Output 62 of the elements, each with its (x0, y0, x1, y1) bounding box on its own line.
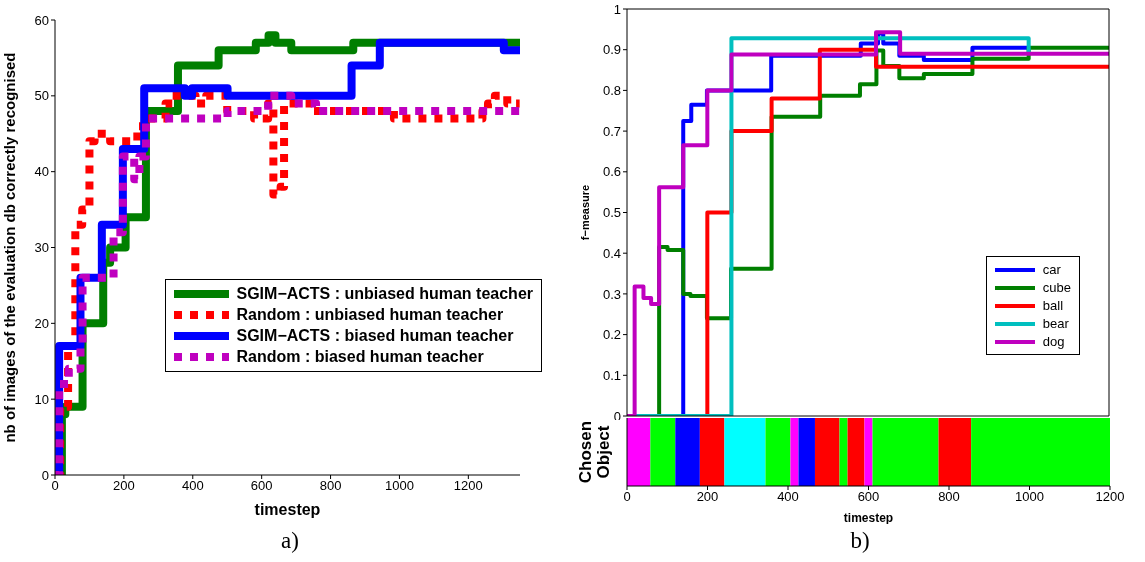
y-tick-label: 0.7 (602, 123, 621, 139)
y-tick-label: 1 (613, 1, 621, 17)
y-tick-label: 20 (34, 315, 49, 331)
x-tick-label: 1200 (1095, 489, 1125, 505)
x-tick-label: 400 (777, 489, 799, 505)
x-tick-label: 800 (319, 478, 342, 494)
x-tick-label: 600 (250, 478, 273, 494)
bar (650, 418, 676, 486)
y-tick-label: 0.2 (602, 327, 621, 343)
y-tick-label: 0.5 (602, 205, 621, 221)
legend-label: Random : biased human teacher (236, 348, 484, 366)
x-tick-label: 600 (857, 489, 880, 505)
bar (839, 418, 848, 486)
y-tick-label: 40 (34, 164, 49, 180)
y-axis-title: Chosen Object (576, 420, 613, 484)
bar (872, 418, 939, 486)
y-tick-label: 0.9 (602, 42, 621, 58)
y-axis-title: nb of images of the evaluation db correctly recognised (1, 52, 19, 443)
bar (724, 418, 766, 486)
legend-label: dog (1042, 334, 1065, 349)
bar (699, 418, 725, 486)
bar (847, 418, 865, 486)
y-tick-label: 0.6 (602, 164, 621, 180)
legend-label: SGIM−ACTS : biased human teacher (236, 327, 514, 345)
bar (971, 418, 1110, 486)
y-tick-label: 30 (34, 240, 49, 256)
x-tick-label: 200 (113, 478, 135, 494)
bar (864, 418, 873, 486)
x-tick-label: 1000 (1015, 489, 1044, 505)
bar (675, 418, 700, 486)
y-tick-label: 0.3 (602, 286, 621, 302)
y-tick-label: 0 (613, 408, 621, 424)
x-axis-title: timestep (254, 501, 321, 518)
bar (790, 418, 799, 486)
text: a) (281, 528, 299, 554)
bar (814, 418, 840, 486)
x-tick-label: 0 (623, 489, 631, 505)
y-tick-label: 0.4 (602, 245, 621, 261)
x-tick-label: 200 (696, 489, 719, 505)
y-axis-title: f−measure (578, 184, 591, 241)
y-tick-label: 60 (34, 12, 49, 28)
y-tick-label: 0 (41, 467, 49, 483)
y-tick-label: 10 (34, 391, 49, 407)
y-tick-label: 0.8 (602, 83, 621, 99)
y-tick-label: 50 (34, 88, 49, 104)
bar (938, 418, 972, 486)
legend-label: Random : unbiased human teacher (236, 306, 504, 324)
legend-label: cube (1042, 280, 1071, 295)
x-tick-label: 1200 (453, 478, 483, 494)
x-tick-label: 0 (51, 478, 59, 494)
bar (765, 418, 791, 486)
x-tick-label: 400 (181, 478, 204, 494)
x-axis-title: timestep (843, 511, 894, 525)
bar (798, 418, 815, 486)
legend-label: SGIM−ACTS : unbiased human teacher (236, 285, 533, 303)
legend-label: car (1042, 262, 1061, 277)
legend-label: ball (1042, 298, 1064, 313)
y-tick-label: 0.1 (602, 367, 621, 383)
x-tick-label: 800 (938, 489, 960, 505)
text: b) (850, 528, 870, 554)
x-tick-label: 1000 (384, 478, 414, 494)
legend-label: bear (1042, 316, 1069, 331)
